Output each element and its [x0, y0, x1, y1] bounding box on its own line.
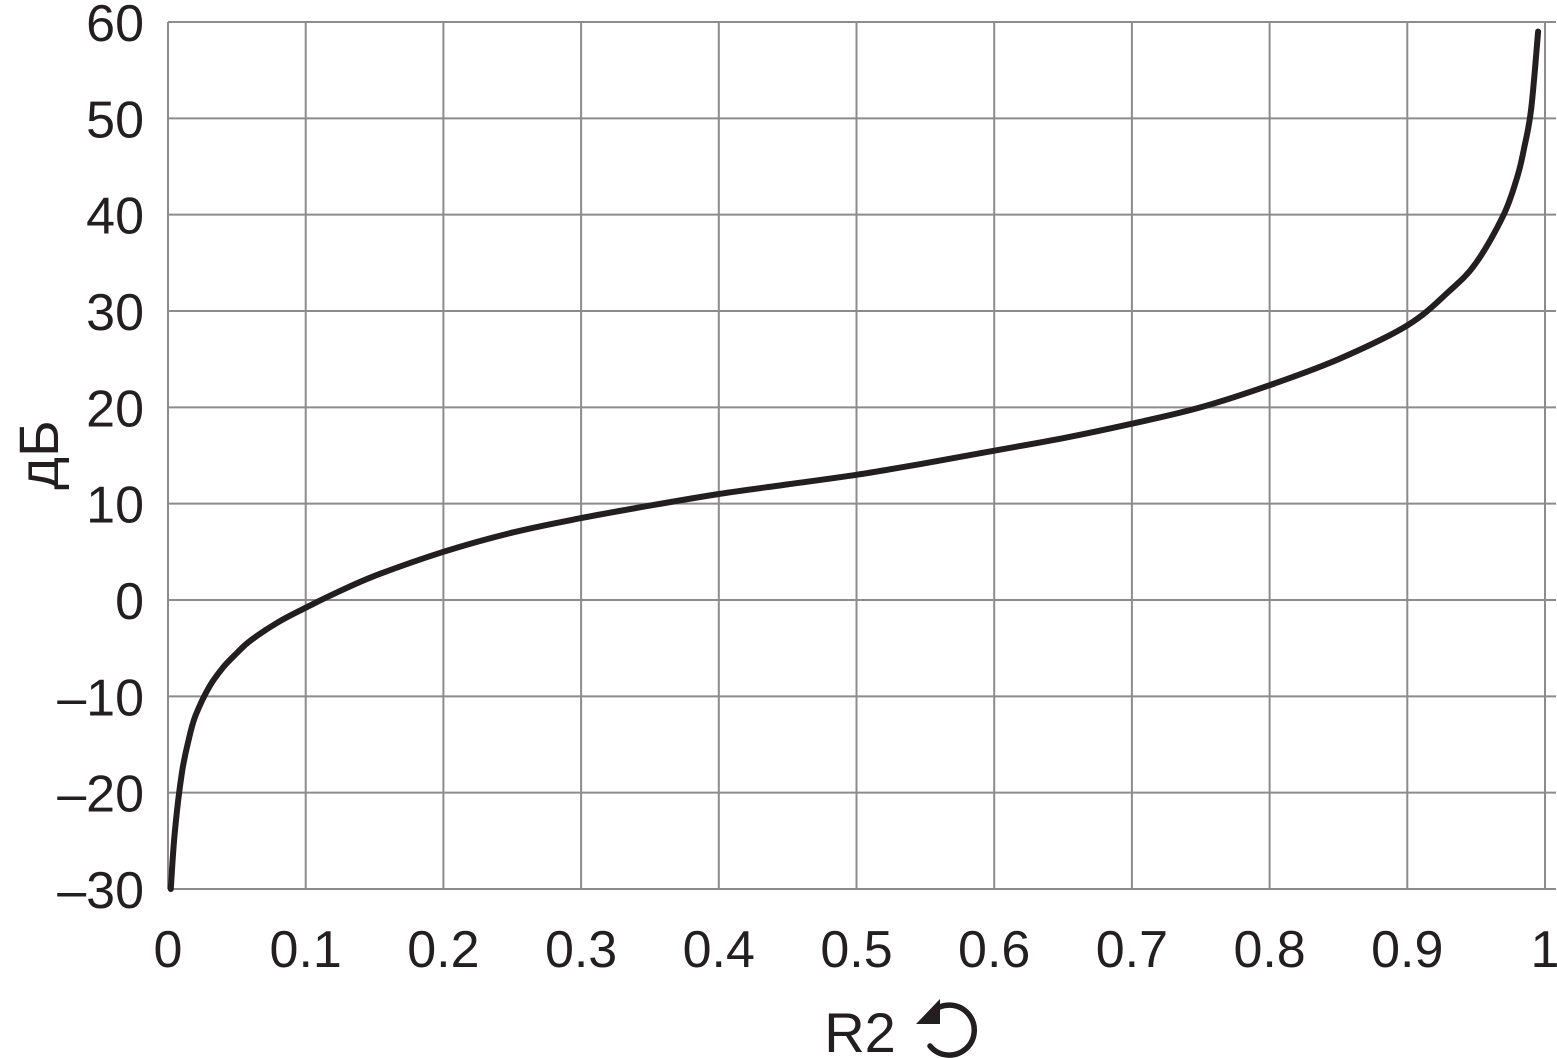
x-tick-label: 0.1 [270, 921, 342, 979]
y-tick-label: 30 [86, 284, 144, 342]
x-tick-label: 0.5 [820, 921, 892, 979]
y-axis-title: дБ [7, 420, 70, 489]
x-tick-label: 1 [1531, 921, 1557, 979]
vertical-gridlines [167, 22, 1546, 889]
x-tick-label: 0 [154, 921, 183, 979]
series-line [167, 28, 1542, 892]
series-points [170, 31, 1539, 890]
x-tick-label: 0.6 [958, 921, 1030, 979]
y-tick-label: 60 [86, 0, 144, 53]
y-tick-label: 50 [86, 91, 144, 149]
y-tick-labels: –30 –20 –10 0 10 20 30 40 50 60 [57, 0, 144, 920]
y-tick-label: 40 [86, 188, 144, 246]
y-tick-label: 20 [86, 380, 144, 438]
y-tick-label: –10 [57, 669, 144, 727]
y-tick-label: 10 [86, 477, 144, 535]
x-tick-label: 0.7 [1096, 921, 1168, 979]
x-tick-label: 0.3 [545, 921, 617, 979]
y-tick-label: –30 [57, 862, 144, 920]
counterclockwise-rotation-icon [916, 999, 978, 1058]
y-tick-label: 0 [115, 573, 144, 631]
x-tick-label: 0.4 [683, 921, 755, 979]
x-tick-label: 0.2 [407, 921, 479, 979]
x-tick-labels: 0 0.1 0.2 0.3 0.4 0.5 0.6 0.7 0.8 0.9 1 [154, 921, 1557, 979]
horizontal-gridlines [168, 21, 1556, 890]
x-axis-title: R2 [824, 1001, 896, 1058]
x-tick-label: 0.9 [1371, 921, 1443, 979]
y-tick-label: –20 [57, 766, 144, 824]
x-tick-label: 0.8 [1233, 921, 1305, 979]
